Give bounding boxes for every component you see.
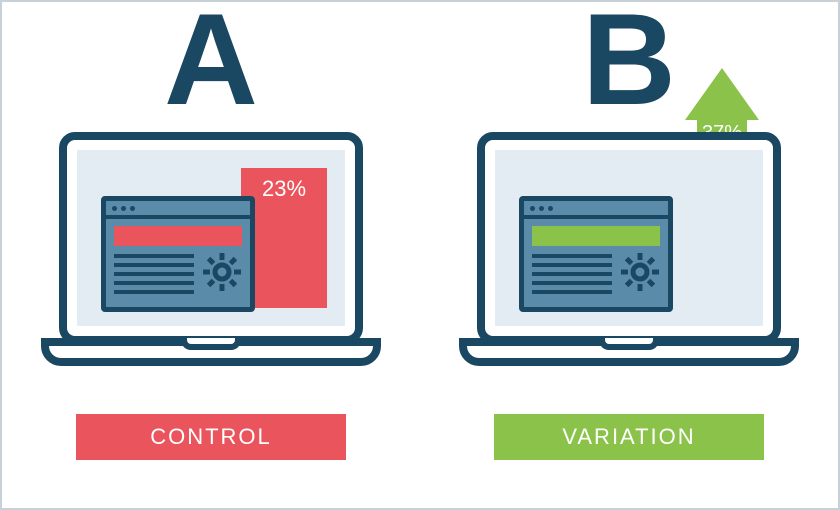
label-control: CONTROL [76,414,346,460]
panel-variation: B 37% [420,2,838,460]
laptop-base [459,338,799,366]
laptop-screen: 23% [77,150,345,326]
window-dot-icon [130,206,135,211]
laptop-base [41,338,381,366]
laptop-screen [495,150,763,326]
panel-control: A 23% [2,2,420,460]
label-variation: VARIATION [494,414,764,460]
laptop-notch [181,338,241,350]
window-dot-icon [121,206,126,211]
ab-test-infographic: A 23% [2,2,838,508]
label-control-text: CONTROL [150,424,272,450]
browser-titlebar [106,201,250,219]
text-lines-icon [114,252,194,294]
browser-window [519,196,673,312]
window-dot-icon [530,206,535,211]
browser-titlebar [524,201,668,219]
letter-b: B [582,0,676,124]
gear-icon [202,252,242,292]
text-lines-icon [532,252,612,294]
page-banner [114,226,242,246]
window-dot-icon [539,206,544,211]
arrow-up-icon [685,68,759,120]
window-dot-icon [112,206,117,211]
browser-window [101,196,255,312]
label-variation-text: VARIATION [562,424,695,450]
laptop-variation: 37% [459,132,799,392]
metric-value-control: 23% [262,176,306,308]
laptop-control: 23% [41,132,381,392]
gear-icon [620,252,660,292]
letter-a: A [164,0,258,124]
window-dot-icon [548,206,553,211]
page-banner [532,226,660,246]
laptop-notch [599,338,659,350]
